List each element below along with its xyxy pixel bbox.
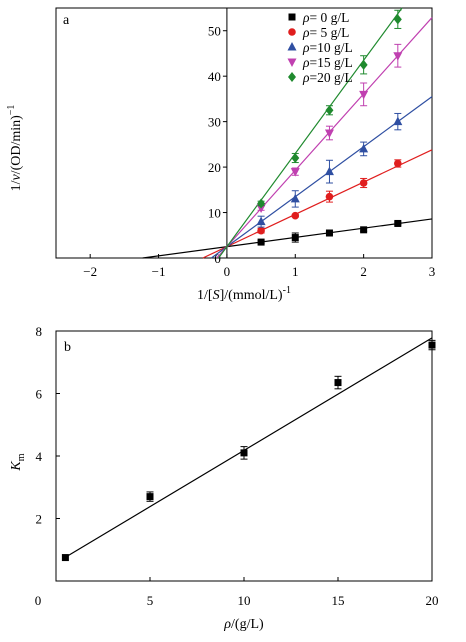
panel-a-y-tick-label: 0 — [214, 251, 221, 266]
panel-a-point — [359, 143, 369, 153]
legend-rho: ρ — [302, 10, 310, 25]
panel-b-x-tick-label: 10 — [238, 593, 251, 608]
panel-a-point — [394, 219, 402, 227]
panel-a-point — [394, 159, 402, 168]
legend-label: ρ=15 g/L — [302, 55, 353, 70]
panel-b-x-tick-label: 20 — [426, 593, 439, 608]
panel-b-y-tick-label: 4 — [36, 449, 43, 464]
panel-a-point — [325, 105, 334, 116]
panel-a-x-tick-label: 1 — [292, 264, 299, 279]
legend-marker — [288, 28, 296, 36]
legend-marker — [288, 13, 296, 21]
panel-a-x-tick-label: 2 — [360, 264, 367, 279]
legend-value: =10 g/L — [309, 40, 352, 55]
panel-b-y-tick-label: 8 — [36, 324, 43, 339]
panel-a-point — [393, 116, 403, 126]
panel-a-point — [359, 59, 368, 70]
panel-a-points — [256, 9, 403, 246]
panel-b-point — [61, 554, 69, 562]
panel-a-point — [359, 90, 369, 100]
panel-a-x-tick-label: 0 — [224, 264, 231, 279]
panel-a-point — [291, 234, 299, 242]
legend-value: =20 g/L — [309, 70, 352, 85]
panel-a-point — [290, 168, 300, 177]
legend-label: ρ= 0 g/L — [302, 10, 349, 25]
panel-b: b 0 5 10 15 20 2 4 6 8 ρ/(g/L) Km — [9, 324, 439, 632]
panel-b-point — [428, 341, 436, 349]
panel-a-y-axis-label: 1/v/(OD/min)−1 — [6, 105, 24, 192]
legend-label: ρ= 5 g/L — [302, 25, 349, 40]
panel-b-point — [334, 379, 342, 387]
panel-a-fit-line — [202, 149, 433, 259]
panel-b-x-tick-label: 15 — [332, 593, 345, 608]
panel-a-point — [290, 193, 300, 203]
panel-b-point — [146, 493, 154, 501]
panel-a-y-tick-label: 20 — [208, 160, 221, 175]
legend-marker — [288, 72, 296, 82]
panel-a-point — [393, 14, 402, 25]
panel-b-x-axis-label: ρ/(g/L) — [223, 617, 264, 632]
panel-a-fit-line — [218, 7, 403, 259]
panel-a-point — [359, 179, 368, 187]
panel-a-legend: ρ= 0 g/Lρ= 5 g/Lρ=10 g/Lρ=15 g/Lρ=20 g/L — [287, 10, 353, 85]
panel-a-letter: a — [63, 13, 70, 28]
panel-a-x-axis-label: 1/[S]/(mmol/L)-1 — [197, 285, 291, 303]
panel-a-x-tick-label: −1 — [152, 264, 166, 279]
panel-a-fit-lines — [142, 7, 433, 259]
panel-a-point — [256, 204, 266, 213]
panel-a-point — [393, 52, 403, 61]
panel-a-point — [325, 229, 333, 237]
legend-label: ρ=20 g/L — [302, 70, 353, 85]
panel-a-point — [325, 192, 334, 201]
panel-b-x-tick-label: 0 — [35, 593, 42, 608]
panel-a-y-tick-label: 50 — [208, 24, 221, 39]
panel-a-point — [257, 238, 265, 246]
panel-b-y-tick-label: 2 — [36, 512, 43, 527]
legend-label: ρ=10 g/L — [302, 40, 353, 55]
panel-a-x-tick-label: 3 — [429, 264, 436, 279]
panel-b-y-tick-label: 6 — [36, 387, 43, 402]
legend-marker — [287, 42, 297, 51]
legend-value: =15 g/L — [309, 55, 352, 70]
panel-b-fit-line — [65, 337, 433, 558]
panel-a-y-tick-label: 40 — [208, 69, 221, 84]
legend-rho: ρ — [302, 25, 310, 40]
legend-marker — [287, 58, 297, 67]
panel-b-y-axis-label: Km — [9, 453, 27, 471]
panel-a-point — [291, 153, 300, 163]
panel-b-axes: 0 5 10 15 20 2 4 6 8 — [35, 324, 439, 608]
panel-a-y-tick-label: 30 — [208, 115, 221, 130]
panel-a-point — [257, 226, 265, 235]
panel-a-x-tick-label: −2 — [83, 264, 97, 279]
panel-a-point — [324, 166, 334, 176]
panel-a-point — [257, 198, 266, 209]
legend-rho: ρ — [302, 40, 310, 55]
panel-b-x-tick-label: 5 — [147, 593, 154, 608]
panel-a-point — [324, 129, 334, 138]
panel-a-fit-line — [142, 218, 433, 259]
panel-b-points — [61, 339, 436, 562]
legend-rho: ρ — [302, 55, 310, 70]
panel-a-point — [360, 226, 368, 234]
panel-b-fit-lines — [65, 337, 433, 558]
panel-b-point — [240, 449, 248, 457]
panel-a-fit-line — [216, 17, 433, 259]
panel-a-y-tick-label: 10 — [208, 206, 221, 221]
legend-rho: ρ — [302, 70, 310, 85]
panel-a-point — [256, 216, 266, 226]
panel-a-point — [291, 211, 300, 220]
panel-b-letter: b — [64, 340, 71, 355]
legend-value: = 0 g/L — [309, 10, 349, 25]
legend-value: = 5 g/L — [309, 25, 349, 40]
panel-a-frame — [55, 7, 433, 259]
